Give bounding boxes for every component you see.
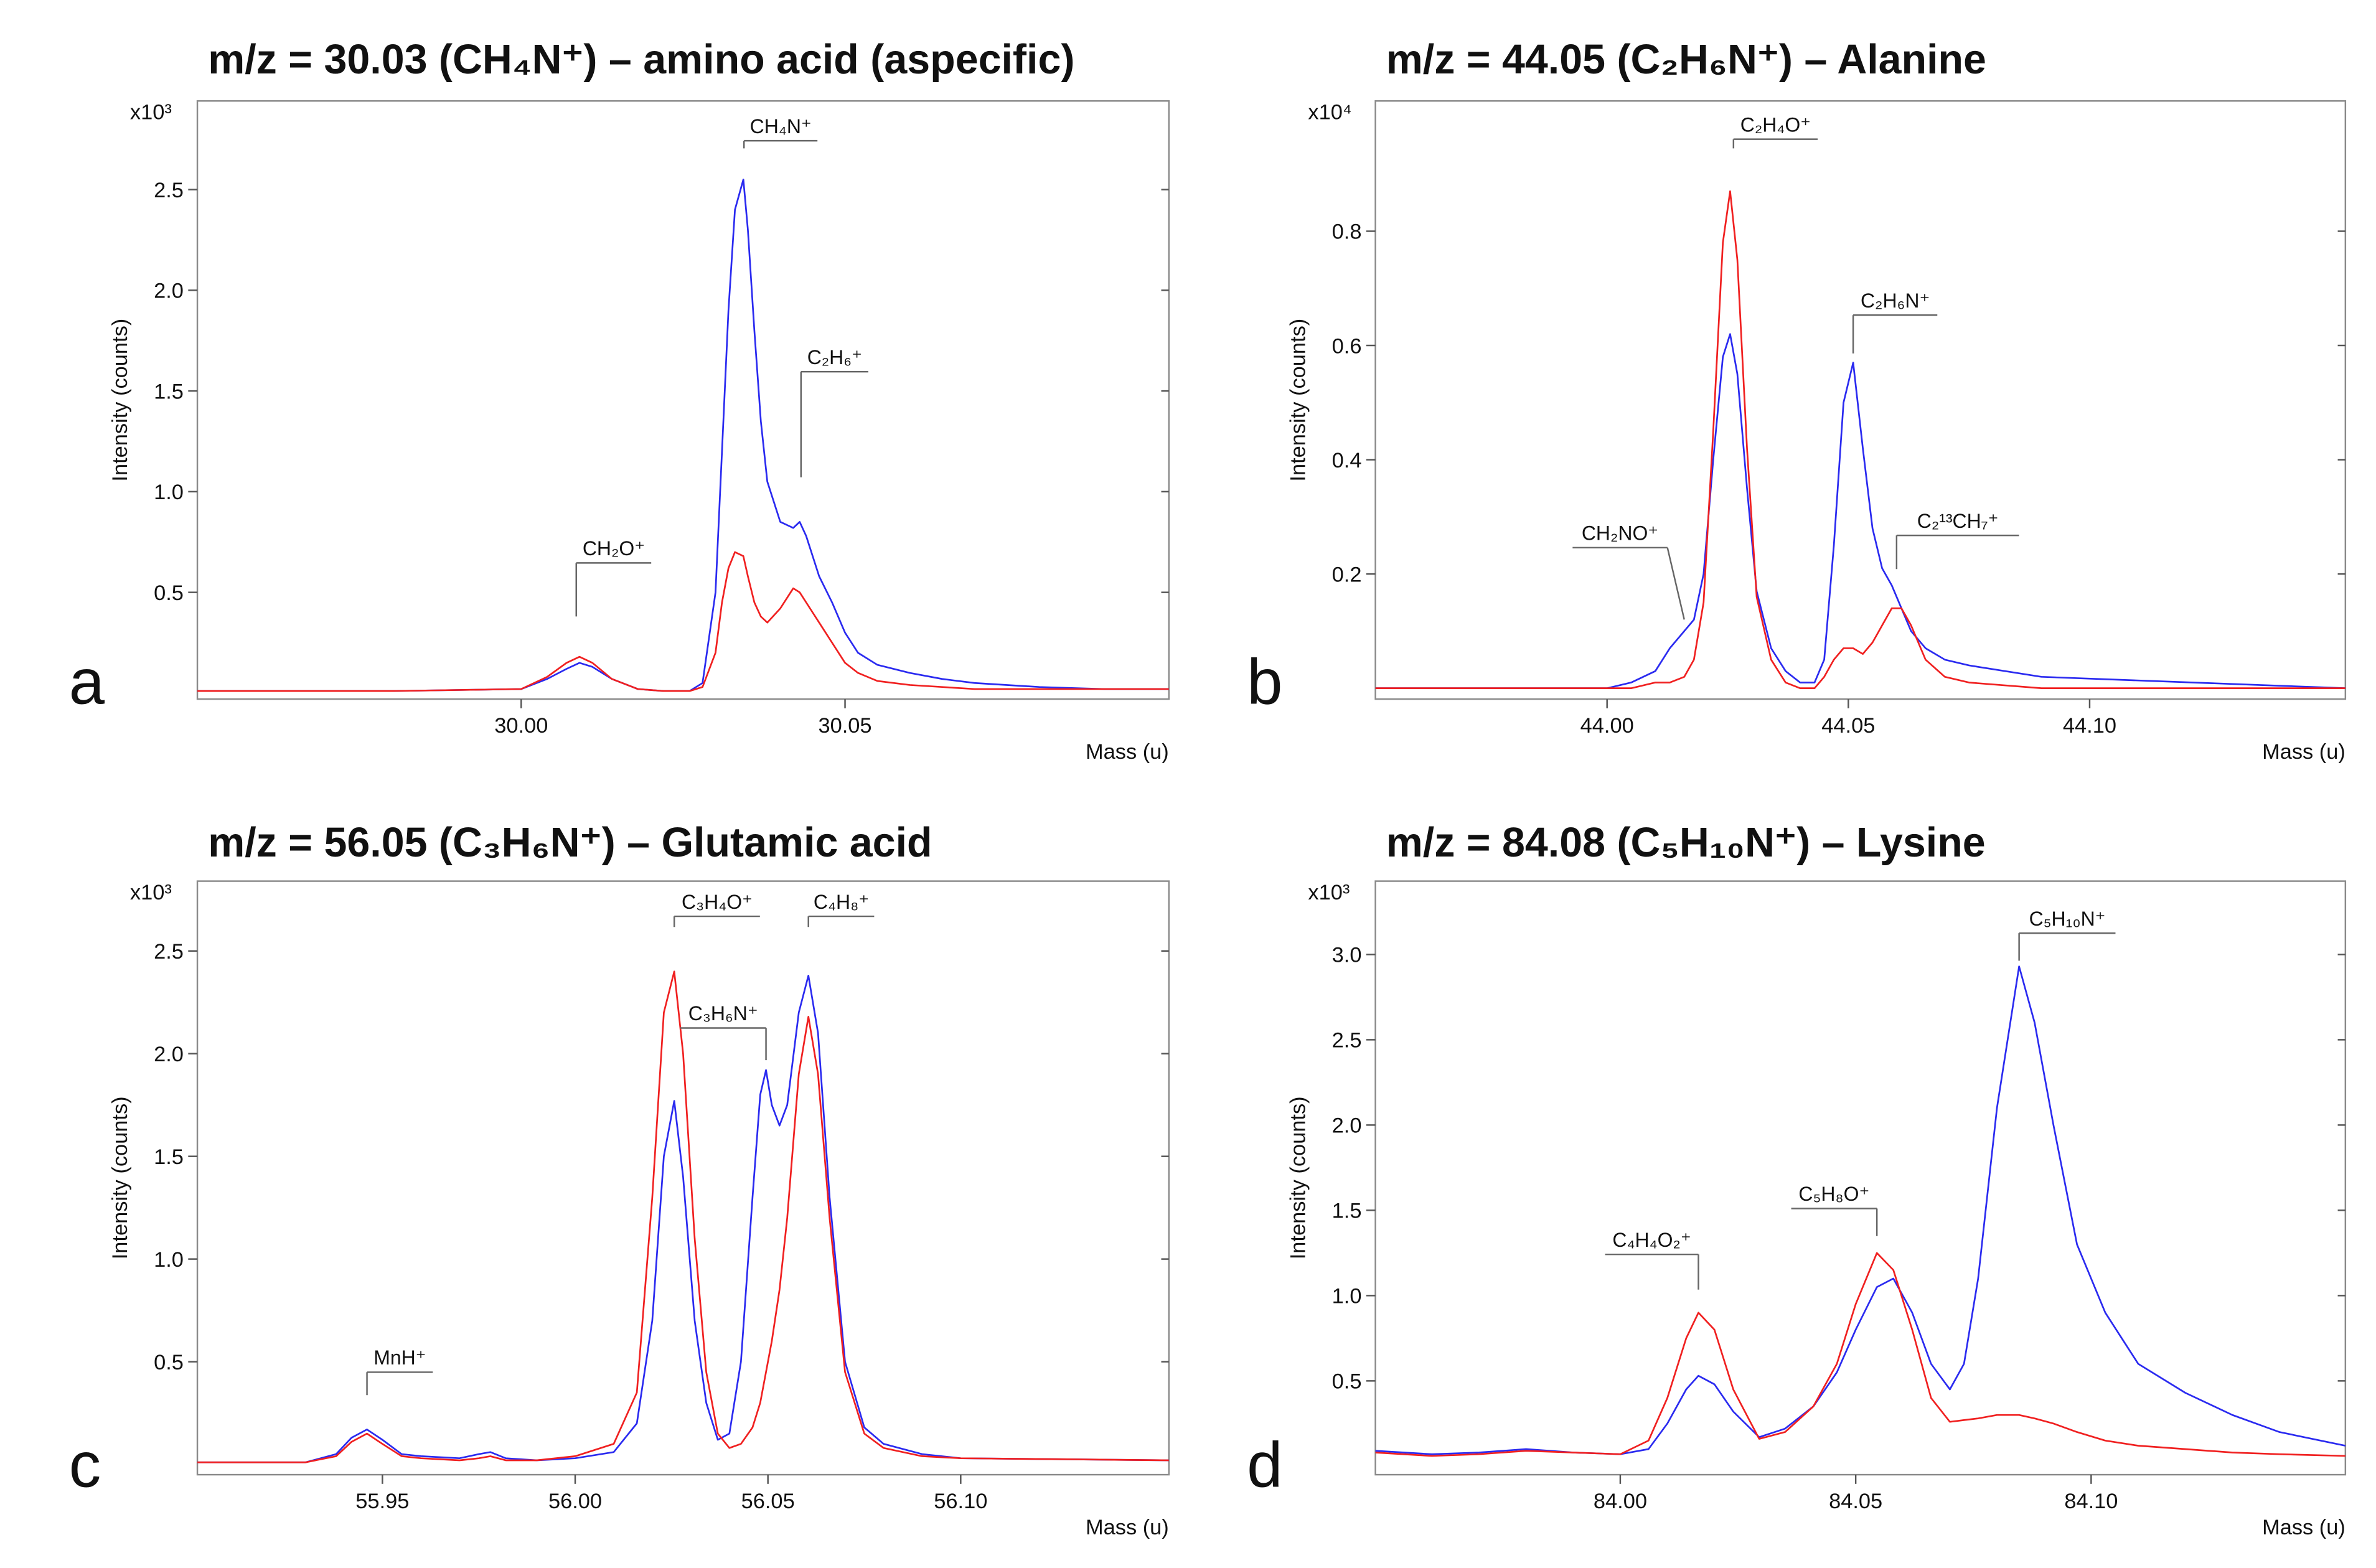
y-tick-label: 1.5 bbox=[1332, 1199, 1362, 1223]
spectrum-line bbox=[1375, 333, 2345, 690]
annotation-label: C₅H₈O⁺ bbox=[1798, 1183, 1869, 1205]
x-tick-label: 44.00 bbox=[1580, 714, 1634, 738]
annotation-bracket bbox=[680, 1027, 767, 1061]
plot-frame bbox=[1374, 100, 2347, 700]
annotation-label: C₄H₄O₂⁺ bbox=[1612, 1229, 1691, 1251]
x-tick-label: 30.00 bbox=[494, 714, 548, 738]
spectrum-line bbox=[197, 551, 1169, 692]
y-tick-label: 0.8 bbox=[1332, 220, 1362, 244]
plot-frame bbox=[196, 880, 1170, 1476]
y-axis-label: Intensity (counts) bbox=[108, 319, 132, 482]
y-multiplier: x10⁴ bbox=[1308, 101, 1351, 124]
panel: m/z = 56.05 (C₃H₆N⁺) – Glutamic acid c x10… bbox=[69, 820, 1170, 1539]
annotation-label: C₃H₆N⁺ bbox=[688, 1002, 758, 1025]
annotation-label: MnH⁺ bbox=[373, 1346, 426, 1369]
annotation-bracket bbox=[1895, 534, 2019, 570]
annotation-bracket bbox=[1791, 1208, 1878, 1236]
y-tick-label: 0.4 bbox=[1332, 449, 1362, 472]
spectrum-line bbox=[197, 970, 1169, 1463]
panel: m/z = 84.08 (C₅H₁₀N⁺) – Lysine d x10³ Mass … bbox=[1247, 820, 2347, 1539]
y-tick-label: 0.2 bbox=[1332, 563, 1362, 586]
x-tick-label: 44.10 bbox=[2063, 714, 2116, 738]
x-tick-label: 56.05 bbox=[741, 1490, 795, 1513]
annotation-bracket bbox=[743, 139, 818, 149]
annotation-label: C₃H₄O⁺ bbox=[682, 891, 753, 913]
y-tick-label: 2.0 bbox=[1332, 1114, 1362, 1138]
y-tick-label: 0.5 bbox=[154, 581, 184, 605]
annotation-label: CH₂O⁺ bbox=[583, 537, 645, 560]
annotation-bracket bbox=[800, 370, 868, 477]
annotation-label: C₂H₆N⁺ bbox=[1861, 289, 1930, 312]
y-multiplier: x10³ bbox=[1308, 881, 1350, 904]
annotation-bracket bbox=[1605, 1253, 1699, 1290]
annotation-bracket bbox=[807, 915, 875, 927]
y-tick-label: 1.5 bbox=[154, 380, 184, 403]
y-tick-label: 0.5 bbox=[154, 1351, 184, 1374]
spectrum-line bbox=[1375, 190, 2345, 690]
panel-letter: c bbox=[69, 1429, 101, 1501]
annotation-bracket bbox=[2018, 932, 2116, 961]
annotation-bracket bbox=[575, 562, 652, 617]
y-tick-label: 2.0 bbox=[154, 1043, 184, 1066]
y-multiplier: x10³ bbox=[130, 101, 172, 124]
y-tick-label: 0.6 bbox=[1332, 334, 1362, 358]
plot-frame bbox=[1374, 880, 2347, 1476]
panel: m/z = 44.05 (C₂H₆N⁺) – Alanine b x10⁴ Mass … bbox=[1247, 37, 2347, 764]
x-tick-label: 84.00 bbox=[1594, 1490, 1647, 1513]
x-tick-label: 84.05 bbox=[1829, 1490, 1882, 1513]
annotation-label: C₂H₆⁺ bbox=[807, 346, 862, 369]
y-tick-label: 1.0 bbox=[154, 481, 184, 504]
y-tick-label: 3.0 bbox=[1332, 944, 1362, 967]
x-tick-label: 56.10 bbox=[934, 1490, 987, 1513]
panel-letter: a bbox=[69, 646, 105, 717]
annotation-bracket bbox=[673, 915, 760, 927]
annotation-bracket bbox=[1572, 547, 1685, 620]
x-tick-label: 84.10 bbox=[2064, 1490, 2118, 1513]
y-tick-label: 2.5 bbox=[154, 179, 184, 202]
spectrum-line bbox=[1375, 1252, 2345, 1457]
panel-title: m/z = 44.05 (C₂H₆N⁺) – Alanine bbox=[1386, 37, 1986, 83]
annotation-bracket bbox=[1732, 138, 1818, 149]
x-axis-label: Mass (u) bbox=[2262, 1516, 2345, 1539]
x-tick-label: 30.05 bbox=[819, 714, 872, 738]
y-axis-label: Intensity (counts) bbox=[1287, 1096, 1310, 1259]
y-tick-label: 2.5 bbox=[1332, 1029, 1362, 1053]
x-axis-label: Mass (u) bbox=[1086, 1516, 1169, 1539]
y-tick-label: 1.0 bbox=[154, 1248, 184, 1272]
y-tick-label: 2.5 bbox=[154, 940, 184, 964]
annotation-label: CH₄N⁺ bbox=[750, 115, 812, 138]
panel-letter: b bbox=[1247, 646, 1282, 717]
panel-letter: d bbox=[1247, 1429, 1282, 1501]
y-tick-label: 1.0 bbox=[1332, 1285, 1362, 1308]
panel-title: m/z = 56.05 (C₃H₆N⁺) – Glutamic acid bbox=[208, 820, 932, 866]
panel-title: m/z = 30.03 (CH₄N⁺) – amino acid (aspeci… bbox=[208, 37, 1074, 83]
y-tick-label: 1.5 bbox=[154, 1145, 184, 1169]
x-tick-label: 55.95 bbox=[355, 1490, 409, 1513]
annotation-label: CH₂NO⁺ bbox=[1582, 522, 1658, 545]
panel: m/z = 30.03 (CH₄N⁺) – amino acid (aspeci… bbox=[69, 37, 1170, 764]
annotation-label: C₂¹³CH₇⁺ bbox=[1917, 510, 1999, 532]
x-tick-label: 44.05 bbox=[1821, 714, 1875, 738]
annotation-label: C₄H₈⁺ bbox=[814, 891, 869, 913]
x-tick-label: 56.00 bbox=[548, 1490, 602, 1513]
x-axis-label: Mass (u) bbox=[2262, 740, 2345, 764]
y-axis-label: Intensity (counts) bbox=[1287, 319, 1310, 482]
y-tick-label: 0.5 bbox=[1332, 1370, 1362, 1394]
annotation-bracket bbox=[1852, 314, 1938, 354]
annotation-label: C₂H₄O⁺ bbox=[1740, 113, 1811, 136]
panel-title: m/z = 84.08 (C₅H₁₀N⁺) – Lysine bbox=[1386, 820, 1986, 866]
spectrum-line bbox=[197, 974, 1169, 1463]
spectrum-line bbox=[1375, 965, 2346, 1455]
y-tick-label: 2.0 bbox=[154, 279, 184, 303]
plot-frame bbox=[196, 100, 1170, 700]
x-axis-label: Mass (u) bbox=[1086, 740, 1169, 764]
spectrum-line bbox=[197, 179, 1169, 692]
annotation-label: C₅H₁₀N⁺ bbox=[2029, 908, 2106, 930]
y-axis-label: Intensity (counts) bbox=[108, 1096, 132, 1259]
y-multiplier: x10³ bbox=[130, 881, 172, 904]
annotation-bracket bbox=[366, 1371, 433, 1396]
